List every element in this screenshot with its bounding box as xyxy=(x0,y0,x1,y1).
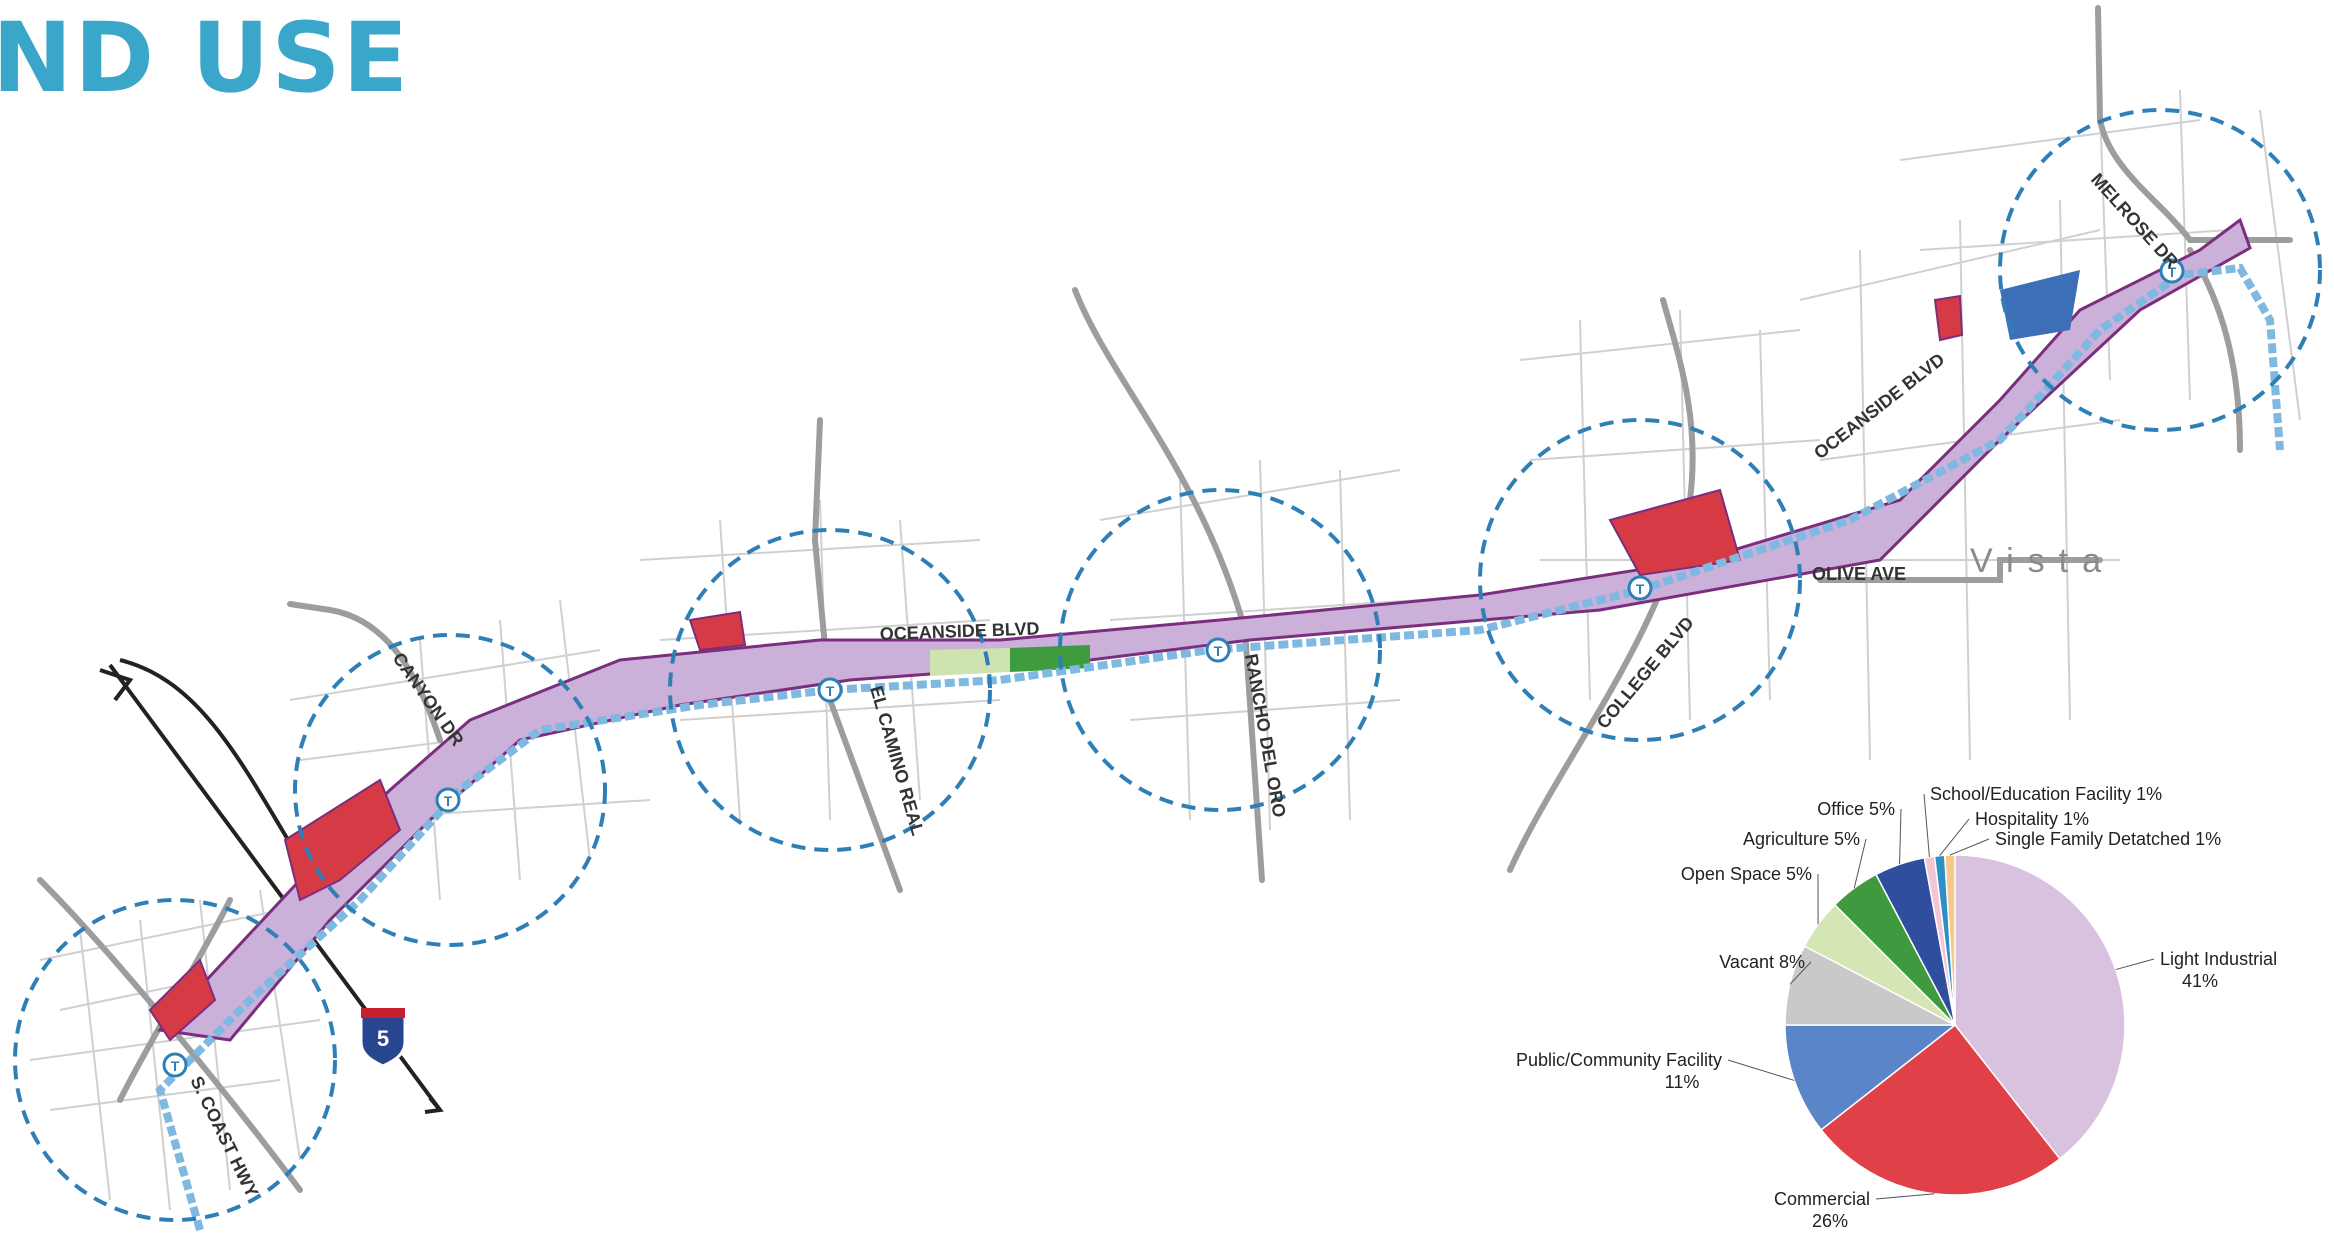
station-radius-circles xyxy=(13,108,2322,1222)
pie-leader-line xyxy=(1939,818,1970,857)
transit-station-icon: T xyxy=(817,677,843,703)
road-label-rancho-del-oro: RANCHO DEL ORO xyxy=(1241,652,1289,819)
public-parcel xyxy=(2000,270,2080,340)
pie-leader-line xyxy=(1875,1193,1935,1200)
pie-leader-line xyxy=(1853,838,1867,889)
pie-label: Public/Community Facility 11% xyxy=(1516,1050,1722,1092)
road-label-olive-ave: OLIVE AVE xyxy=(1812,564,1906,584)
interstate-shield-icon: 5 xyxy=(359,1008,407,1068)
page-title: ND USE xyxy=(0,2,411,114)
major-roads xyxy=(37,5,2293,1193)
station-radius-circle xyxy=(1058,488,1382,812)
transit-station-icon: T xyxy=(1205,637,1231,663)
station-radius-circle xyxy=(668,528,992,852)
transit-station-icon: T xyxy=(2159,258,2185,284)
pie-slice-public-community-facility xyxy=(1784,1024,1958,1131)
transit-stations: T T T T T T xyxy=(162,258,2185,1078)
pie-label: Hospitality 1% xyxy=(1975,809,2089,829)
pie-slice-light-industrial xyxy=(1954,854,2126,1160)
station-radius-circle xyxy=(1998,108,2322,432)
svg-text:T: T xyxy=(1636,581,1645,597)
place-label-vista: Vista xyxy=(1970,542,2115,580)
svg-text:5: 5 xyxy=(377,1026,389,1051)
transit-station-icon: T xyxy=(162,1052,188,1078)
pie-label: Agriculture 5% xyxy=(1743,829,1860,849)
pie-leader-line xyxy=(1949,838,1990,856)
svg-text:T: T xyxy=(1214,643,1223,659)
pie-label: Single Family Detatched 1% xyxy=(1995,829,2221,849)
svg-text:T: T xyxy=(826,683,835,699)
pie-slice-commercial xyxy=(1820,1023,2061,1196)
pie-leader-line xyxy=(1899,808,1902,865)
pie-label: Vacant 8% xyxy=(1719,952,1805,972)
transit-station-icon: T xyxy=(435,787,461,813)
pie-label: Commercial 26% xyxy=(1774,1189,1870,1231)
station-radius-circle xyxy=(1478,418,1802,742)
pie-label: School/Education Facility 1% xyxy=(1930,784,2162,804)
pie-label: Light Industrial 41% xyxy=(2160,949,2277,991)
transit-station-icon: T xyxy=(1627,575,1653,601)
pie-label: Office 5% xyxy=(1817,799,1895,819)
svg-text:T: T xyxy=(171,1058,180,1074)
pie-leader-line xyxy=(1923,793,1930,857)
station-radius-circle xyxy=(13,898,337,1222)
pie-leader-line xyxy=(1789,961,1812,985)
pie-leader-line xyxy=(1727,1059,1795,1081)
pie-leader-line xyxy=(2115,958,2155,971)
station-radius-circle xyxy=(293,633,607,947)
svg-text:T: T xyxy=(444,793,453,809)
pie-label: Open Space 5% xyxy=(1681,864,1812,884)
agriculture-parcel xyxy=(1010,645,1090,672)
svg-text:T: T xyxy=(2168,264,2177,280)
open-space-parcel xyxy=(930,648,1010,676)
land-use-pie-chart: Light Industrial 41% Commercial 26% Public/C… xyxy=(1516,784,2277,1231)
